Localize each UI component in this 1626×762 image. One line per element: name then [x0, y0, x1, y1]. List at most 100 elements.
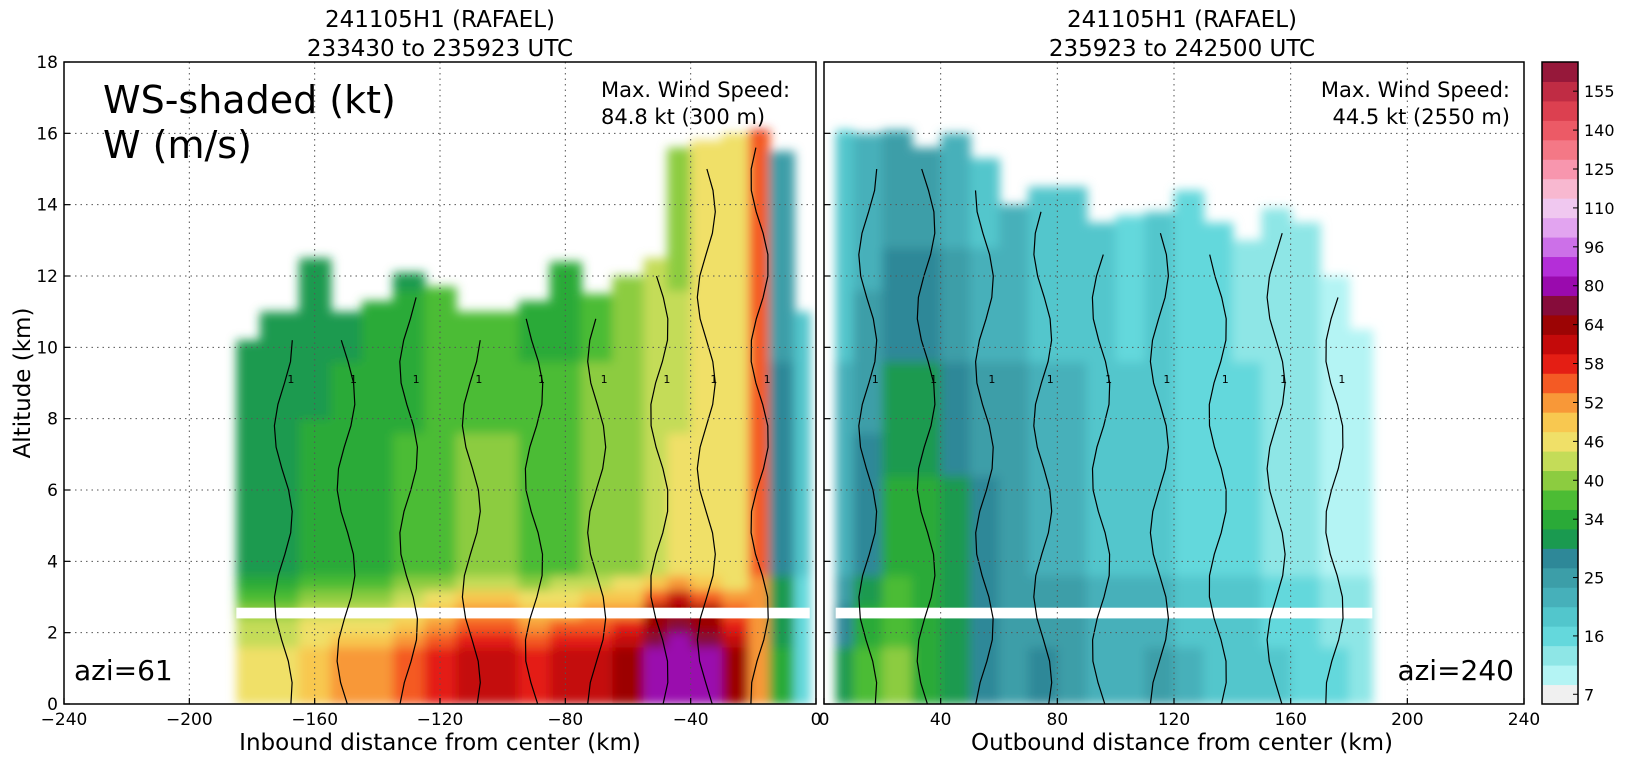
left-field-cell: [748, 218, 770, 234]
right-field-cell: [1203, 518, 1234, 534]
right-field-cell: [1115, 646, 1146, 662]
left-field-cell: [690, 361, 723, 377]
left-field-cell: [236, 618, 261, 634]
left-field-cell: [455, 504, 488, 520]
right-field-cell: [835, 632, 855, 648]
left-field-cell: [393, 390, 426, 405]
right-field-cell: [882, 161, 913, 177]
left-w-contour-label: 1: [538, 373, 545, 386]
right-field-cell: [835, 689, 855, 704]
left-field-cell: [299, 318, 332, 334]
left-field-cell: [236, 561, 261, 577]
right-field-cell: [1028, 233, 1059, 249]
right-field-cell: [1174, 247, 1205, 263]
right-field-cell: [999, 547, 1030, 562]
left-field-cell: [667, 247, 692, 263]
left-field-cell: [424, 333, 457, 348]
right-field-cell: [969, 361, 1000, 377]
right-field-cell: [911, 404, 942, 420]
left-field-cell: [549, 333, 582, 348]
right-field-cell: [1232, 240, 1263, 249]
right-field-cell: [1086, 233, 1117, 249]
right-field-cell: [1028, 618, 1059, 634]
right-grid: [824, 62, 1524, 704]
left-field-cell: [455, 318, 488, 334]
right-field-cell: [1232, 589, 1263, 605]
right-field-cell: [911, 689, 942, 704]
right-field-cell: [882, 190, 913, 206]
right-field-cell: [1232, 504, 1263, 520]
right-field-cell: [1203, 247, 1234, 263]
left-field-cell: [612, 475, 645, 491]
left-field-cell: [487, 675, 520, 691]
right-field-cell: [1028, 689, 1059, 704]
right-field-cell: [1319, 333, 1350, 348]
right-field-cell: [1028, 204, 1059, 220]
right-field-cell: [1232, 418, 1263, 434]
left-field-cell: [299, 575, 332, 591]
right-max-wind-label: Max. Wind Speed:: [1321, 78, 1510, 102]
right-field-cell: [940, 561, 971, 577]
colorbar-tick-label: 25: [1584, 569, 1604, 588]
right-field-cell: [969, 176, 1000, 191]
left-field-cell: [487, 575, 520, 591]
right-field-cell: [882, 418, 913, 434]
right-field-cell: [1086, 547, 1117, 562]
right-field-cell: [1261, 532, 1292, 548]
left-field-cell: [455, 311, 488, 320]
colorbar: 7 16 25 34 40 46 52 58 64 80 96 110 125 140 155: [1541, 61, 1615, 705]
left-field-cell: [236, 547, 261, 562]
left-field-cell: [299, 547, 332, 562]
left-field-cell: [643, 689, 669, 704]
left-field-cell: [393, 547, 426, 562]
left-field-cell: [722, 261, 750, 277]
left-field-cell: [259, 475, 300, 491]
left-field-cell: [643, 418, 669, 434]
right-field-cell: [1261, 390, 1292, 405]
left-field-cell: [581, 447, 614, 463]
right-field-cell: [940, 347, 971, 363]
colorbar-segment: [1542, 684, 1578, 705]
right-field-cell: [1290, 675, 1321, 691]
left-ytick-label: 18: [36, 53, 58, 73]
left-field-cell: [549, 432, 582, 448]
left-ytick-label: 6: [47, 481, 58, 501]
right-field-cell: [835, 490, 855, 505]
colorbar-tick-label: 40: [1584, 471, 1604, 490]
right-field-cell: [835, 247, 855, 263]
right-field-cell: [1319, 461, 1350, 477]
right-field-cell: [999, 490, 1030, 505]
right-field-cell: [1261, 632, 1292, 648]
left-field-cell: [299, 375, 332, 391]
left-field-cell: [667, 661, 692, 677]
right-xtick-label: 120: [1158, 710, 1190, 730]
left-field-cell: [612, 504, 645, 520]
left-field-cell: [549, 632, 582, 648]
right-field-cell: [911, 461, 942, 477]
left-field-cell: [581, 404, 614, 420]
left-field-cell: [667, 561, 692, 577]
right-field-cell: [1028, 532, 1059, 548]
colorbar-segment: [1542, 159, 1578, 180]
left-field-cell: [690, 140, 723, 149]
right-field-cell: [1203, 561, 1234, 577]
right-field-cell: [1057, 632, 1088, 648]
right-field-cell: [1115, 247, 1146, 263]
right-field-cell: [999, 418, 1030, 434]
right-field-cell: [1028, 661, 1059, 677]
left-field-cell: [690, 561, 723, 577]
right-field-cell: [1086, 689, 1117, 704]
left-field-cell: [667, 276, 692, 291]
right-field-cell: [1144, 661, 1175, 677]
right-field-cell: [1261, 675, 1292, 691]
right-field-cell: [1232, 333, 1263, 348]
left-field-cell: [299, 461, 332, 477]
right-field-cell: [940, 518, 971, 534]
left-field-cell: [330, 589, 363, 605]
left-field-cell: [690, 461, 723, 477]
left-field-cell: [794, 311, 811, 320]
left-field-cell: [643, 504, 669, 520]
left-field-cell: [769, 361, 796, 377]
right-field-cell: [1115, 561, 1146, 577]
right-field-cell: [1290, 276, 1321, 291]
